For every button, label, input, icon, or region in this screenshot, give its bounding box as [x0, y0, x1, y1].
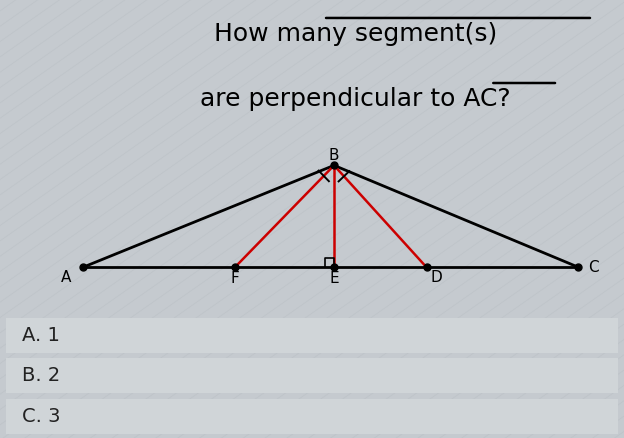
Text: D: D: [431, 270, 442, 285]
Text: C: C: [588, 260, 598, 275]
Text: B: B: [329, 148, 339, 162]
Text: A: A: [61, 270, 72, 285]
Text: are perpendicular to AC?: are perpendicular to AC?: [200, 87, 511, 111]
Text: A. 1: A. 1: [21, 326, 59, 345]
Text: How many segment(s): How many segment(s): [214, 21, 497, 46]
Text: F: F: [230, 271, 239, 286]
Text: B. 2: B. 2: [21, 366, 60, 385]
Text: E: E: [329, 271, 339, 286]
Text: C. 3: C. 3: [21, 406, 60, 426]
